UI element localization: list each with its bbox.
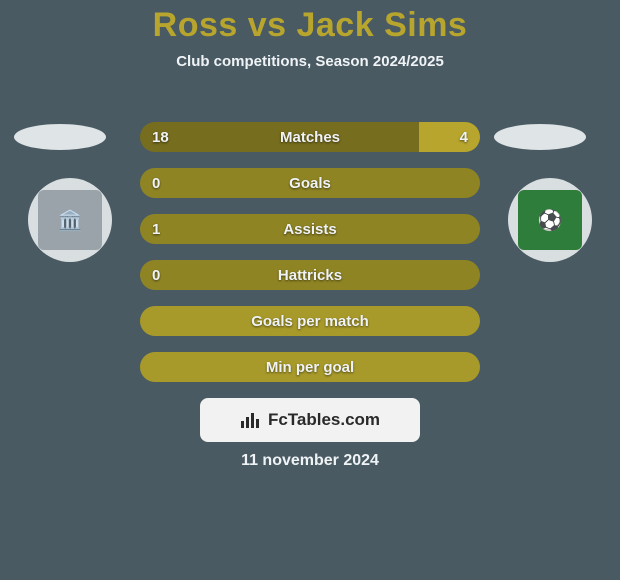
page-title: Ross vs Jack Sims xyxy=(0,0,620,45)
subtitle: Club competitions, Season 2024/2025 xyxy=(0,53,620,70)
club-crest-left-icon: 🏛️ xyxy=(38,190,102,250)
brand-text: FcTables.com xyxy=(268,410,380,430)
comparison-card: Ross vs Jack Sims Club competitions, Sea… xyxy=(0,0,620,580)
stat-bar-left xyxy=(140,168,480,198)
club-badge-right: ⚽ xyxy=(508,178,592,262)
stat-bar-right xyxy=(419,122,480,152)
stat-row: Assists1 xyxy=(140,214,480,244)
club-badge-left: 🏛️ xyxy=(28,178,112,262)
stat-row: Goals per match xyxy=(140,306,480,336)
stat-row: Matches184 xyxy=(140,122,480,152)
brand-chart-icon xyxy=(240,411,262,429)
stat-row: Goals0 xyxy=(140,168,480,198)
club-crest-right-icon: ⚽ xyxy=(518,190,582,250)
stat-bar-left xyxy=(140,122,419,152)
stat-bar-left xyxy=(140,306,480,336)
date-text: 11 november 2024 xyxy=(0,452,620,470)
stat-bar-left xyxy=(140,214,480,244)
stat-row: Min per goal xyxy=(140,352,480,382)
stat-bar-left xyxy=(140,352,480,382)
stat-bars: Matches184 Goals0 Assists1 Hattricks0 Goals … xyxy=(140,122,480,398)
player-avatar-right xyxy=(494,124,586,150)
player-avatar-left xyxy=(14,124,106,150)
stat-row: Hattricks0 xyxy=(140,260,480,290)
brand-box: FcTables.com xyxy=(200,398,420,442)
stat-bar-left xyxy=(140,260,480,290)
